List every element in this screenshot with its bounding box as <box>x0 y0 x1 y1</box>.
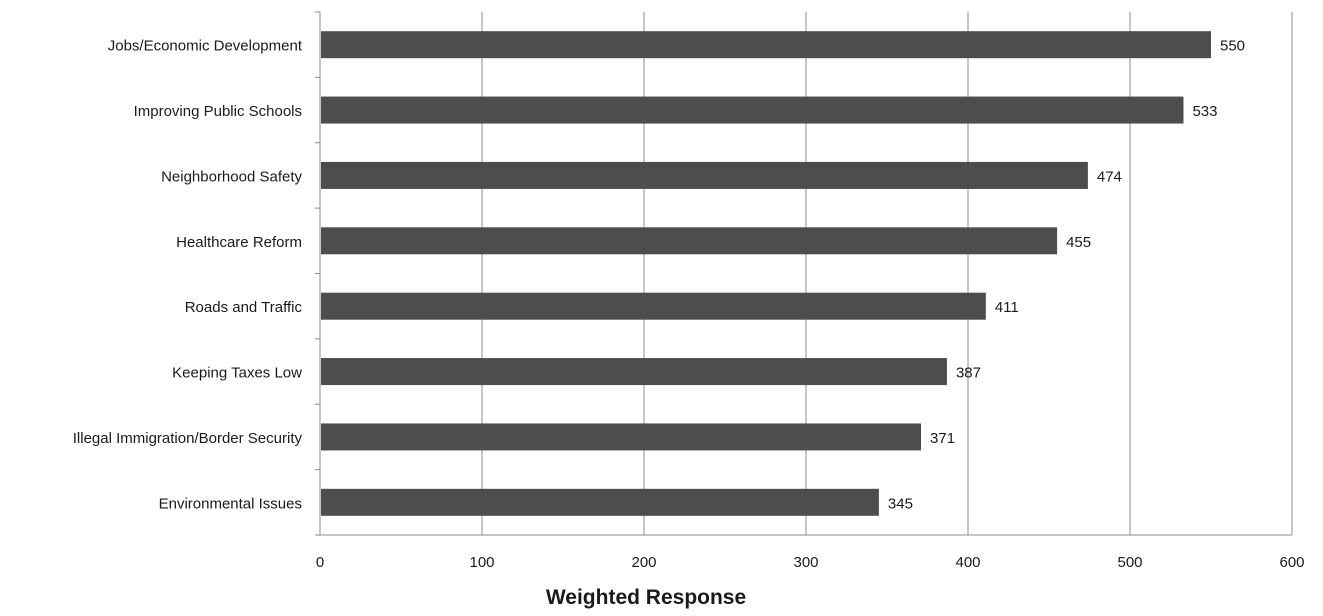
gridlines <box>481 12 1293 535</box>
x-tick-label: 100 <box>469 554 494 571</box>
x-tick-label: 300 <box>793 554 818 571</box>
data-label: 474 <box>1097 168 1122 185</box>
data-label: 345 <box>888 495 913 512</box>
bar <box>321 358 947 386</box>
bars <box>321 31 1211 516</box>
category-label: Healthcare Reform <box>176 234 302 251</box>
category-label: Roads and Traffic <box>185 299 303 316</box>
x-tick-label: 500 <box>1117 554 1142 571</box>
data-label: 371 <box>930 430 955 447</box>
bar <box>321 292 986 320</box>
x-axis-title: Weighted Response <box>546 586 746 609</box>
x-tick-label: 600 <box>1279 554 1304 571</box>
bar <box>321 96 1184 124</box>
x-tick-label: 0 <box>316 554 324 571</box>
bar <box>321 31 1211 59</box>
category-label: Improving Public Schools <box>134 103 302 120</box>
bar <box>321 227 1058 255</box>
data-label: 387 <box>956 365 981 382</box>
category-label: Neighborhood Safety <box>161 168 302 185</box>
bar <box>321 423 922 451</box>
bar <box>321 488 879 516</box>
category-label: Environmental Issues <box>159 495 302 512</box>
category-label: Illegal Immigration/Border Security <box>73 430 303 447</box>
x-tick-label: 400 <box>955 554 980 571</box>
data-label: 411 <box>995 299 1019 316</box>
data-label: 533 <box>1192 103 1217 120</box>
bar <box>321 161 1088 189</box>
data-label: 455 <box>1066 234 1091 251</box>
labels: 0 100 200 300 400 500 600 Jobs/Economic Develop… <box>73 38 1305 571</box>
category-label: Jobs/Economic Development <box>108 38 303 55</box>
data-label: 550 <box>1220 38 1245 55</box>
category-label: Keeping Taxes Low <box>172 365 302 382</box>
x-tick-label: 200 <box>631 554 656 571</box>
axes <box>315 11 1292 536</box>
